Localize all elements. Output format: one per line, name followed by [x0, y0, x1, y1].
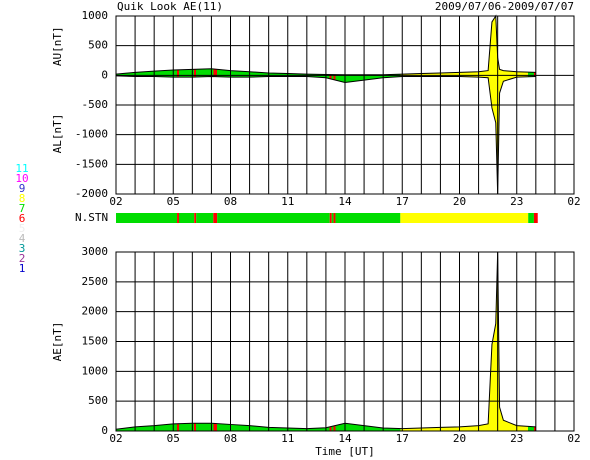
- x-tick-label: 08: [224, 195, 237, 208]
- x-tick-label: 02: [109, 195, 122, 208]
- plot-frame: [115, 251, 575, 432]
- y-tick-label: 2500: [82, 275, 109, 288]
- y-tick-label: 1000: [82, 9, 109, 22]
- station-legend-label: 10: [15, 172, 28, 185]
- x-tick-label: 05: [167, 195, 180, 208]
- chart-title: Quik Look AE(11): [117, 0, 223, 13]
- x-tick-label: 17: [396, 195, 409, 208]
- n-stn-segment: [335, 213, 401, 223]
- x-tick-label: 23: [510, 195, 523, 208]
- n-stn-label: N.STN: [75, 211, 108, 224]
- x-tick-label: 11: [281, 195, 294, 208]
- station-legend-label: 6: [19, 212, 26, 225]
- x-tick-label: 08: [224, 432, 237, 445]
- n-stn-segment: [329, 213, 332, 223]
- n-stn-segment: [196, 213, 214, 223]
- area-fill: [116, 16, 536, 76]
- station-legend-label: 3: [19, 242, 26, 255]
- x-tick-label: 02: [567, 195, 580, 208]
- x-tick-label: 02: [109, 432, 122, 445]
- station-legend-label: 7: [19, 202, 26, 215]
- n-stn-segment: [400, 213, 529, 223]
- x-tick-label: 02: [567, 432, 580, 445]
- n-stn-segment: [217, 213, 330, 223]
- area-fill: [116, 252, 536, 431]
- station-legend-label: 9: [19, 182, 26, 195]
- x-tick-label: 14: [338, 432, 352, 445]
- station-legend-label: 4: [19, 232, 26, 245]
- y-axis-label: AL[nT]: [51, 114, 64, 154]
- y-tick-label: 1000: [82, 364, 109, 377]
- station-legend-label: 1: [19, 262, 26, 275]
- date-range: 2009/07/06-2009/07/07: [435, 0, 574, 13]
- y-tick-label: -1500: [75, 157, 108, 170]
- y-tick-label: 0: [101, 424, 108, 437]
- x-tick-label: 14: [338, 195, 352, 208]
- n-stn-segment: [333, 213, 336, 223]
- n-stn-segment: [213, 213, 218, 223]
- x-tick-label: 20: [453, 432, 466, 445]
- y-tick-label: 3000: [82, 245, 109, 258]
- y-tick-label: -2000: [75, 187, 108, 200]
- y-tick-label: -1000: [75, 128, 108, 141]
- y-axis-label: AE[nT]: [51, 322, 64, 362]
- n-stn-segment: [116, 213, 178, 223]
- area-fill: [116, 75, 536, 194]
- y-tick-label: 0: [101, 68, 108, 81]
- station-legend-label: 8: [19, 192, 26, 205]
- y-tick-label: 500: [88, 394, 108, 407]
- y-tick-label: 1500: [82, 335, 109, 348]
- n-stn-segment: [331, 213, 334, 223]
- x-tick-label: 11: [281, 432, 294, 445]
- series-line: [115, 75, 536, 195]
- y-tick-label: 2000: [82, 305, 109, 318]
- n-stn-segment: [178, 213, 195, 223]
- n-stn-segment: [533, 213, 538, 223]
- station-legend-label: 5: [19, 222, 26, 235]
- x-tick-label: 23: [510, 432, 523, 445]
- n-stn-segment: [528, 213, 534, 223]
- series-line: [115, 251, 536, 430]
- x-tick-label: 05: [167, 432, 180, 445]
- n-stn-segment: [177, 213, 179, 223]
- y-tick-label: 500: [88, 39, 108, 52]
- series-line: [115, 14, 536, 76]
- station-legend-label: 11: [15, 162, 28, 175]
- x-tick-label: 20: [453, 195, 466, 208]
- y-tick-label: -500: [82, 98, 109, 111]
- y-axis-label: AU[nT]: [51, 26, 64, 66]
- station-legend-label: 2: [19, 252, 26, 265]
- x-axis-label: Time [UT]: [315, 445, 375, 458]
- plot-frame: [115, 15, 575, 195]
- n-stn-segment: [194, 213, 197, 223]
- x-tick-label: 17: [396, 432, 409, 445]
